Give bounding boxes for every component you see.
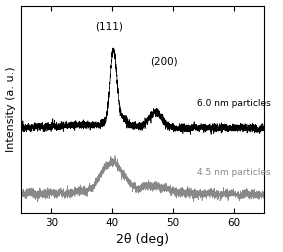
Text: (200): (200) [150, 56, 178, 66]
Text: 6.0 nm particles: 6.0 nm particles [197, 100, 271, 109]
Text: 4.5 nm particles: 4.5 nm particles [197, 168, 271, 177]
Text: (111): (111) [95, 21, 123, 31]
Y-axis label: Intensity (a. u.): Intensity (a. u.) [6, 67, 16, 152]
X-axis label: 2θ (deg): 2θ (deg) [116, 233, 169, 246]
